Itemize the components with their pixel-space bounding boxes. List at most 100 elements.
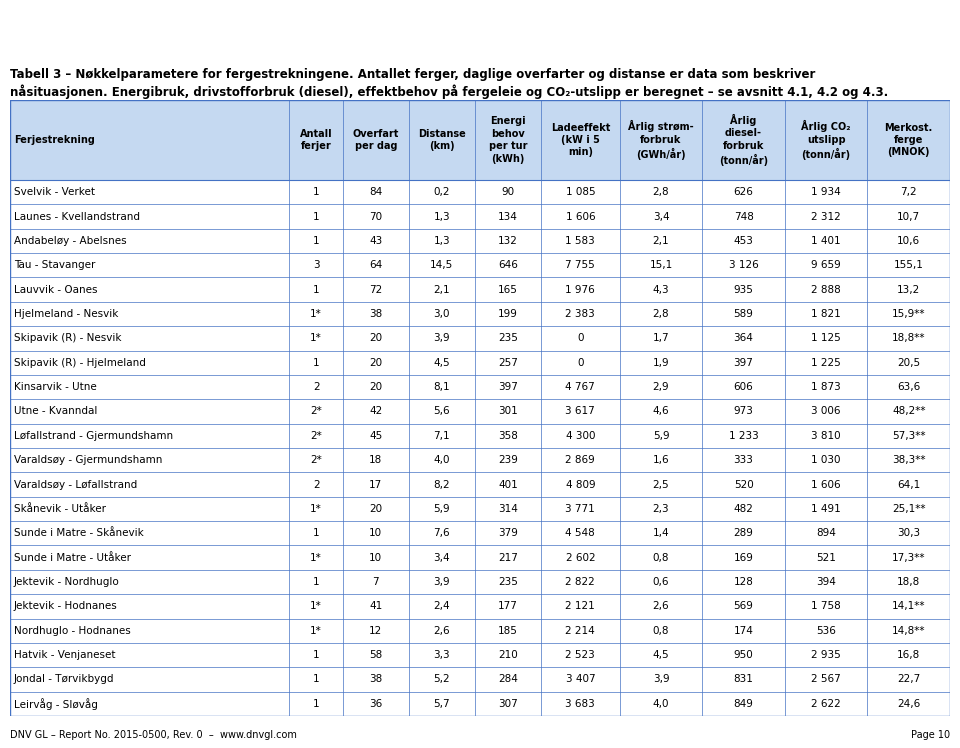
Text: 1 821: 1 821: [811, 309, 841, 319]
Text: 3: 3: [313, 260, 320, 270]
Text: 2: 2: [313, 479, 320, 489]
Text: 38,3**: 38,3**: [892, 456, 925, 465]
Text: 70: 70: [370, 212, 382, 221]
Text: 0,2: 0,2: [434, 187, 450, 197]
Text: 520: 520: [733, 479, 754, 489]
Text: 17,3**: 17,3**: [892, 553, 925, 562]
Text: 2,5: 2,5: [653, 479, 669, 489]
Text: 358: 358: [498, 431, 517, 441]
Text: DNV GL – Report No. 2015-0500, Rev. 0  –  www.dnvgl.com: DNV GL – Report No. 2015-0500, Rev. 0 – …: [10, 730, 297, 740]
Text: 169: 169: [733, 553, 754, 562]
Text: 15,9**: 15,9**: [892, 309, 925, 319]
Text: 397: 397: [733, 358, 754, 368]
Text: 0: 0: [577, 358, 584, 368]
Text: 3 683: 3 683: [565, 699, 595, 709]
Text: 1: 1: [313, 699, 320, 709]
Bar: [10, 423, 950, 448]
Text: 10: 10: [370, 553, 382, 562]
Text: 239: 239: [498, 456, 517, 465]
Text: 174: 174: [733, 626, 754, 636]
Bar: [10, 570, 950, 594]
Text: Varaldsøy - Løfallstrand: Varaldsøy - Løfallstrand: [14, 479, 137, 489]
Text: 1,9: 1,9: [653, 358, 669, 368]
Bar: [10, 619, 950, 643]
Bar: [10, 448, 950, 473]
Text: 453: 453: [733, 236, 754, 246]
Text: 1 085: 1 085: [565, 187, 595, 197]
Text: 1 030: 1 030: [811, 456, 841, 465]
Text: 2 567: 2 567: [811, 675, 841, 684]
Text: 536: 536: [816, 626, 836, 636]
Text: 1: 1: [313, 187, 320, 197]
Text: 64: 64: [370, 260, 382, 270]
Text: 394: 394: [816, 577, 836, 587]
Text: 30,3: 30,3: [898, 528, 921, 539]
Text: 4,0: 4,0: [653, 699, 669, 709]
Text: 20: 20: [370, 358, 382, 368]
Bar: [10, 545, 950, 570]
Text: 7,1: 7,1: [434, 431, 450, 441]
Text: 1,3: 1,3: [434, 212, 450, 221]
Text: 38: 38: [370, 675, 382, 684]
Text: 4,5: 4,5: [653, 650, 669, 660]
Text: 257: 257: [498, 358, 517, 368]
Text: 1*: 1*: [310, 504, 322, 514]
Text: 3,3: 3,3: [434, 650, 450, 660]
Text: 165: 165: [498, 285, 517, 295]
Text: 3,4: 3,4: [434, 553, 450, 562]
Bar: [10, 180, 950, 204]
Text: 1,7: 1,7: [653, 334, 669, 343]
Text: Sunde i Matre - Utåker: Sunde i Matre - Utåker: [14, 553, 131, 562]
Text: 4,0: 4,0: [434, 456, 450, 465]
Text: 20: 20: [370, 382, 382, 392]
Text: 831: 831: [733, 675, 754, 684]
Text: 1 606: 1 606: [811, 479, 841, 489]
Text: 8,2: 8,2: [434, 479, 450, 489]
Text: 17: 17: [370, 479, 382, 489]
Text: 1*: 1*: [310, 334, 322, 343]
Text: 1*: 1*: [310, 309, 322, 319]
Text: 521: 521: [816, 553, 836, 562]
Text: 25,1**: 25,1**: [892, 504, 925, 514]
Text: 1,3: 1,3: [434, 236, 450, 246]
Text: 0,8: 0,8: [653, 626, 669, 636]
Text: 5,9: 5,9: [653, 431, 669, 441]
Text: Hatvik - Venjaneset: Hatvik - Venjaneset: [14, 650, 115, 660]
Text: 132: 132: [498, 236, 517, 246]
Text: 3 617: 3 617: [565, 406, 595, 417]
Text: 155,1: 155,1: [894, 260, 924, 270]
Text: 589: 589: [733, 309, 754, 319]
Text: 72: 72: [370, 285, 382, 295]
Text: 894: 894: [816, 528, 836, 539]
Text: 1: 1: [313, 650, 320, 660]
Text: 4,6: 4,6: [653, 406, 669, 417]
Text: nåsituasjonen. Energibruk, drivstofforbruk (diesel), effektbehov på fergeleie og: nåsituasjonen. Energibruk, drivstofforbr…: [10, 84, 888, 99]
Bar: [10, 351, 950, 375]
Text: 199: 199: [498, 309, 517, 319]
Text: 2,9: 2,9: [653, 382, 669, 392]
Text: 20,5: 20,5: [898, 358, 921, 368]
Text: 10,6: 10,6: [898, 236, 921, 246]
Text: 2 869: 2 869: [565, 456, 595, 465]
Text: 2 214: 2 214: [565, 626, 595, 636]
Text: 3 771: 3 771: [565, 504, 595, 514]
Text: 14,5: 14,5: [430, 260, 453, 270]
Text: 2*: 2*: [310, 406, 322, 417]
Text: 849: 849: [733, 699, 754, 709]
Text: 41: 41: [370, 601, 382, 611]
Text: 314: 314: [498, 504, 517, 514]
Text: 42: 42: [370, 406, 382, 417]
Text: Lauvvik - Oanes: Lauvvik - Oanes: [14, 285, 98, 295]
Text: 4,3: 4,3: [653, 285, 669, 295]
Text: Overfart
per dag: Overfart per dag: [352, 129, 399, 151]
Text: 2 523: 2 523: [565, 650, 595, 660]
Text: Ferjestrekning: Ferjestrekning: [14, 135, 95, 145]
Text: 2 602: 2 602: [565, 553, 595, 562]
Text: 3,4: 3,4: [653, 212, 669, 221]
Text: 18,8: 18,8: [897, 577, 921, 587]
Text: 482: 482: [733, 504, 754, 514]
Text: Andabeløy - Abelsnes: Andabeløy - Abelsnes: [14, 236, 127, 246]
Text: 1 976: 1 976: [565, 285, 595, 295]
Text: 1*: 1*: [310, 601, 322, 611]
Text: 950: 950: [733, 650, 754, 660]
